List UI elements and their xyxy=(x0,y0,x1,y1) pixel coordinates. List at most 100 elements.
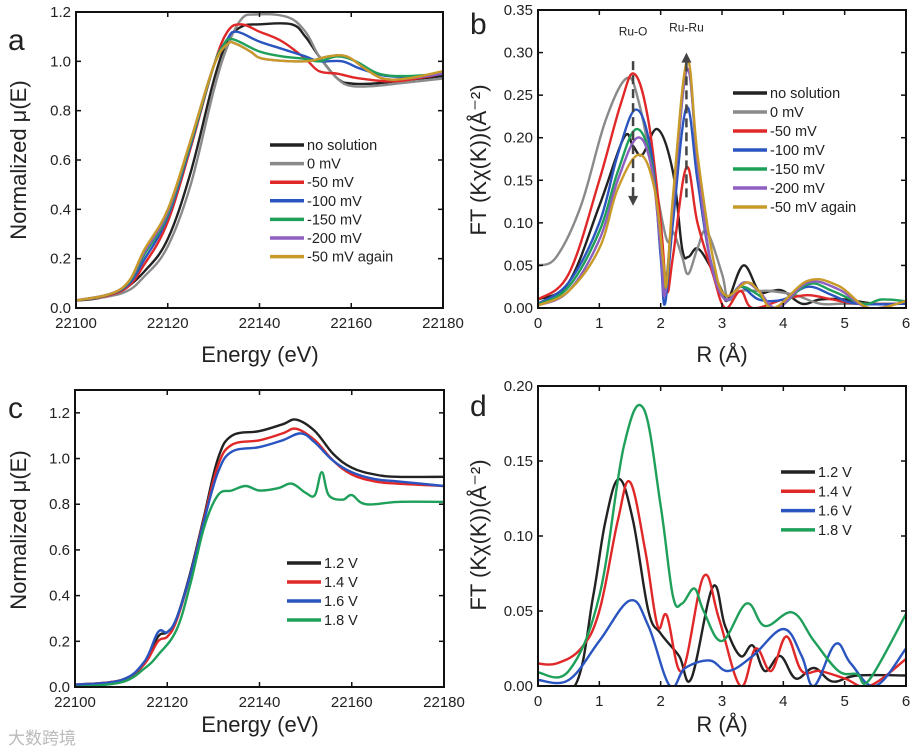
y-tick-label: 1.0 xyxy=(49,451,70,468)
legend-label: -200 mV xyxy=(307,231,362,247)
x-tick-label: 22100 xyxy=(55,315,97,332)
x-tick-label: 4 xyxy=(779,693,787,710)
legend-label: 1.8 V xyxy=(818,523,852,539)
legend-label: -150 mV xyxy=(770,162,825,178)
series-line-0-mV xyxy=(538,76,906,306)
annotation-label: Ru-O xyxy=(619,25,648,39)
legend-label: no solution xyxy=(307,138,377,154)
x-tick-label: 22180 xyxy=(422,315,464,332)
series-line-1.4-V xyxy=(75,427,444,686)
series-line-1.2-V xyxy=(75,418,444,686)
y-tick-label: 0.0 xyxy=(49,679,70,696)
legend-label: 1.2 V xyxy=(324,556,358,572)
y-tick-label: 0.00 xyxy=(504,300,533,317)
y-tick-label: 0.10 xyxy=(504,528,533,545)
legend: 1.2 V 1.4 V 1.6 V 1.8 V xyxy=(287,556,358,629)
panel-d: 0 1 2 3 4 5 6 0.00 0.05 0.10 0.15 0.20 R (Å) FT (Kχ(K… xyxy=(466,378,910,737)
x-tick-label: 0 xyxy=(534,693,542,710)
x-tick-label: 6 xyxy=(902,693,910,710)
x-axis-title: Energy (eV) xyxy=(201,342,318,367)
x-tick-label: 22140 xyxy=(239,315,281,332)
legend-label: -200 mV xyxy=(770,181,825,197)
x-tick-label: 22140 xyxy=(239,694,281,711)
y-tick-label: 0.2 xyxy=(50,251,71,268)
y-tick-label: 0.05 xyxy=(504,603,533,620)
panel-letter: c xyxy=(8,392,23,425)
y-tick-label: 0.35 xyxy=(504,2,533,19)
y-tick-label: 0.6 xyxy=(49,542,70,559)
x-tick-label: 22180 xyxy=(423,694,465,711)
x-tick-label: 4 xyxy=(779,315,787,332)
series-line-no-solution xyxy=(76,22,443,302)
series-line--150-mV xyxy=(76,37,443,302)
panel-c: 22100 22120 22140 22160 22180 0.0 0.2 0.4 0.6 0.8… xyxy=(6,389,465,737)
y-tick-label: 0.10 xyxy=(504,215,533,232)
panel-letter: d xyxy=(470,390,487,423)
x-tick-label: 2 xyxy=(656,315,664,332)
series-line-1.8-V xyxy=(75,471,444,687)
y-tick-label: 0.8 xyxy=(50,103,71,120)
x-tick-label: 3 xyxy=(718,693,726,710)
y-tick-label: 0.20 xyxy=(504,378,533,395)
legend-label: 1.8 V xyxy=(324,613,358,629)
panel-letter: b xyxy=(470,8,487,41)
legend: 1.2 V 1.4 V 1.6 V 1.8 V xyxy=(781,465,852,539)
y-tick-label: 0.05 xyxy=(504,257,533,274)
series-line-0-mV xyxy=(76,13,443,302)
legend-label: 1.6 V xyxy=(324,594,358,610)
x-axis-title: R (Å) xyxy=(696,712,747,737)
legend-label: 0 mV xyxy=(770,105,804,121)
x-tick-label: 1 xyxy=(595,693,603,710)
legend-label: -50 mV again xyxy=(770,200,856,216)
x-tick-label: 22100 xyxy=(54,694,96,711)
x-tick-label: 3 xyxy=(718,315,726,332)
x-tick-label: 22120 xyxy=(146,694,188,711)
x-axis-title: R (Å) xyxy=(696,342,747,367)
x-tick-label: 5 xyxy=(840,693,848,710)
y-tick-label: 0.4 xyxy=(50,201,71,218)
watermark: 大数跨境 xyxy=(8,729,76,748)
series-line--50-mV-again xyxy=(538,59,906,308)
panel-a: 22100 22120 22140 22160 22180 0.0 0.2 0.4 0.6 0.8… xyxy=(6,4,464,367)
y-tick-label: 0.0 xyxy=(50,300,71,317)
series-line-1.8-V xyxy=(538,403,906,686)
series-line--50-mV-again xyxy=(76,40,443,302)
legend-label: -100 mV xyxy=(770,143,825,159)
legend-label: 1.2 V xyxy=(818,465,852,481)
panel-letter: a xyxy=(8,24,25,57)
x-tick-label: 22120 xyxy=(147,315,189,332)
legend-label: 0 mV xyxy=(307,157,341,173)
legend: no solution 0 mV -50 mV -100 mV -150 mV -200 … xyxy=(733,86,856,216)
y-tick-label: 0.20 xyxy=(504,130,533,147)
legend-label: 1.6 V xyxy=(818,504,852,520)
panel-b: Ru-O Ru-Ru 0 1 2 3 4 5 6 0.00 0.05 0.10 0.15 0.20 0.25… xyxy=(466,2,910,367)
x-tick-label: 6 xyxy=(902,315,910,332)
x-tick-label: 2 xyxy=(656,693,664,710)
series-line-1.6-V xyxy=(75,432,444,686)
y-tick-label: 1.2 xyxy=(49,405,70,422)
y-tick-label: 0.4 xyxy=(49,588,70,605)
legend-label: -50 mV xyxy=(307,175,354,191)
x-tick-label: 0 xyxy=(534,315,542,332)
legend-label: 1.4 V xyxy=(818,484,852,500)
legend-label: no solution xyxy=(770,86,840,102)
x-tick-label: 22160 xyxy=(331,694,373,711)
arrow-head-icon xyxy=(681,52,692,63)
x-tick-label: 5 xyxy=(840,315,848,332)
y-tick-label: 0.25 xyxy=(504,87,533,104)
y-axis-title: FT (Kχ(K))(Å⁻²) xyxy=(466,84,491,235)
series-line-1.4-V xyxy=(538,479,906,686)
x-tick-label: 1 xyxy=(595,315,603,332)
y-axis-title: Normalized μ(E) xyxy=(6,450,31,609)
legend-label: -100 mV xyxy=(307,194,362,210)
y-tick-label: 0.8 xyxy=(49,496,70,513)
y-tick-label: 0.2 xyxy=(49,633,70,650)
y-tick-label: 1.0 xyxy=(50,53,71,70)
series-line--50-mV xyxy=(76,23,443,302)
x-axis-title: Energy (eV) xyxy=(201,712,318,737)
legend-label: 1.4 V xyxy=(324,575,358,591)
plot-frame xyxy=(74,389,445,688)
y-tick-label: 0.15 xyxy=(504,453,533,470)
